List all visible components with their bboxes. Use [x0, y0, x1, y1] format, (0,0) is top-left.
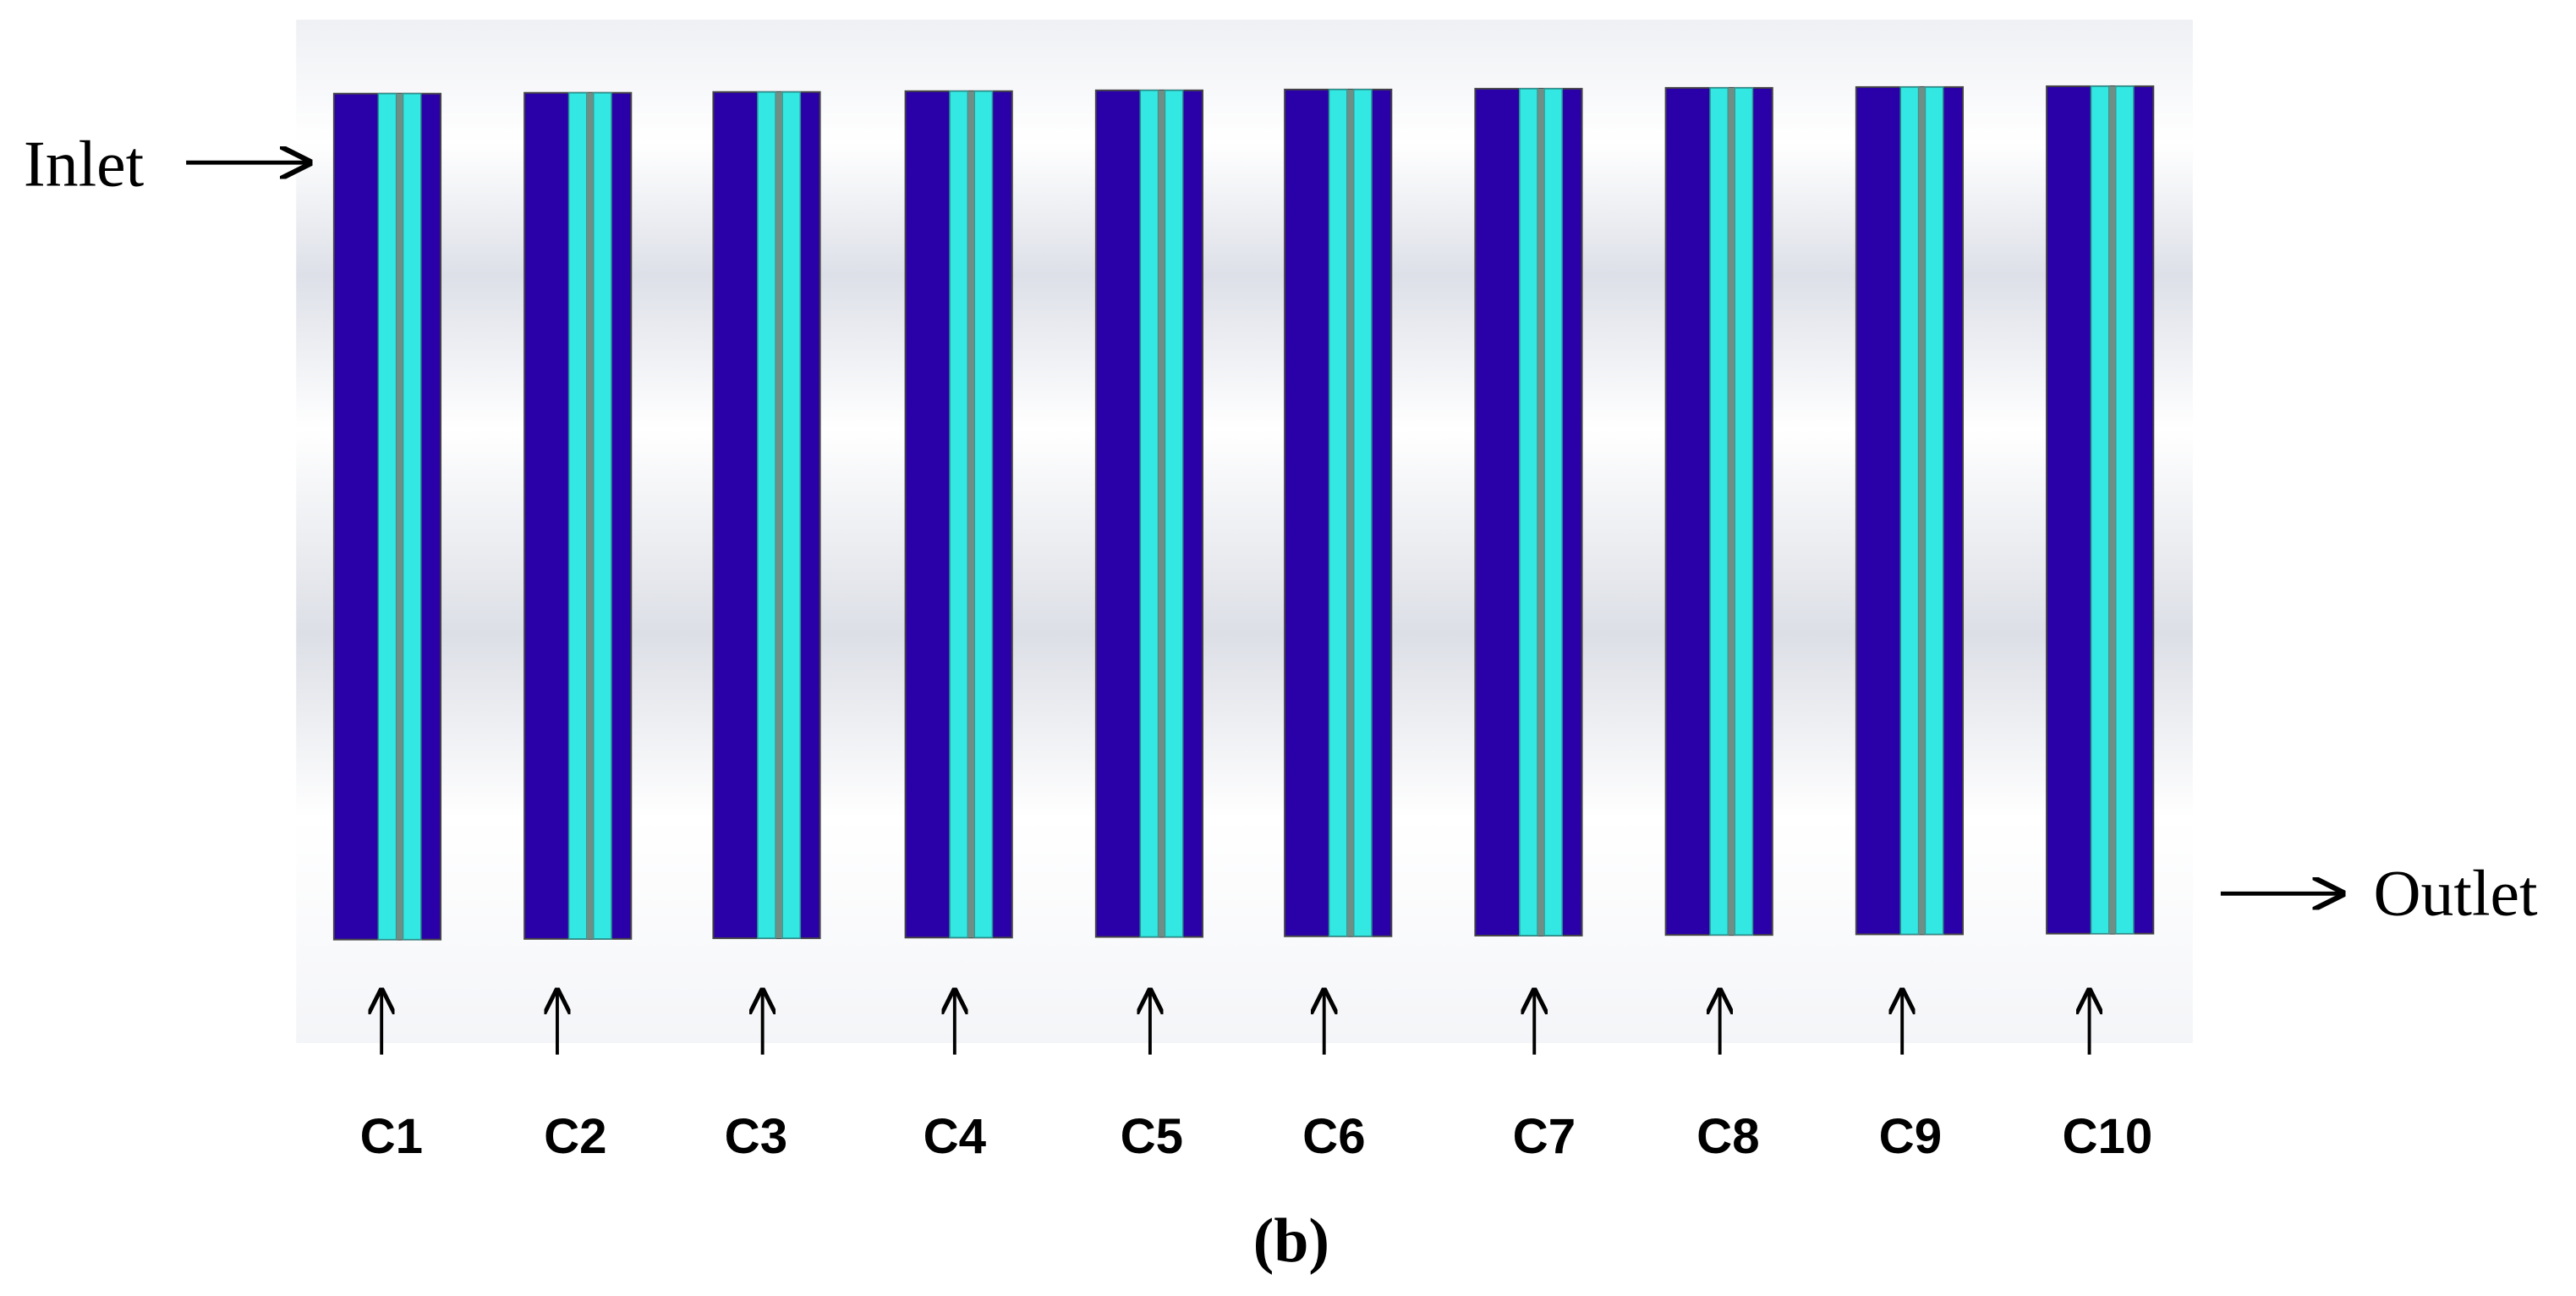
center-gap: [2108, 85, 2116, 934]
cyan-strip: [1899, 86, 1920, 936]
cyan-strip: [1734, 87, 1754, 936]
cyan-strip: [1543, 88, 1564, 936]
cyan-strip: [2090, 85, 2110, 935]
cyan-strip: [567, 91, 588, 940]
cyan-strip: [402, 92, 422, 941]
column-label: C6: [1302, 1109, 1365, 1164]
cyan-strip: [1519, 88, 1538, 936]
cyan-strip: [592, 91, 612, 940]
center-gap: [1918, 86, 1926, 935]
center-gap: [586, 92, 594, 939]
cyan-strip: [1139, 90, 1159, 938]
center-gap: [967, 91, 975, 938]
column-label: C2: [544, 1109, 606, 1164]
inlet-label: Inlet: [24, 127, 145, 200]
column-label: C9: [1879, 1109, 1942, 1164]
cyan-strip: [781, 91, 802, 939]
cyan-strip: [1328, 89, 1348, 937]
caption: (b): [1253, 1205, 1329, 1275]
center-gap: [1537, 88, 1544, 936]
center-gap: [1346, 89, 1354, 936]
column-label: C8: [1696, 1109, 1759, 1164]
cyan-strip: [2114, 85, 2135, 935]
center-gap: [396, 93, 403, 940]
center-gap: [1158, 90, 1165, 937]
column-label: C7: [1513, 1109, 1576, 1164]
column-label: C10: [2062, 1109, 2152, 1164]
column-label: C4: [924, 1109, 987, 1164]
center-gap: [776, 91, 782, 939]
cyan-strip: [973, 90, 994, 939]
center-gap: [1728, 87, 1735, 936]
outlet-label: Outlet: [2373, 857, 2538, 930]
column-label: C3: [725, 1109, 787, 1164]
cyan-strip: [1164, 90, 1184, 938]
cyan-strip: [1924, 86, 1944, 936]
cyan-strip: [377, 92, 397, 941]
cyan-strip: [1352, 89, 1373, 937]
column-label: C1: [360, 1109, 423, 1164]
cyan-strip: [949, 90, 969, 939]
channels: C1 C2 C3 C4 C5 C6 C7 C8 C9 C10: [332, 85, 2155, 1164]
cyan-strip: [757, 91, 776, 939]
cyan-strip: [1709, 87, 1729, 936]
column-label: C5: [1121, 1109, 1183, 1164]
